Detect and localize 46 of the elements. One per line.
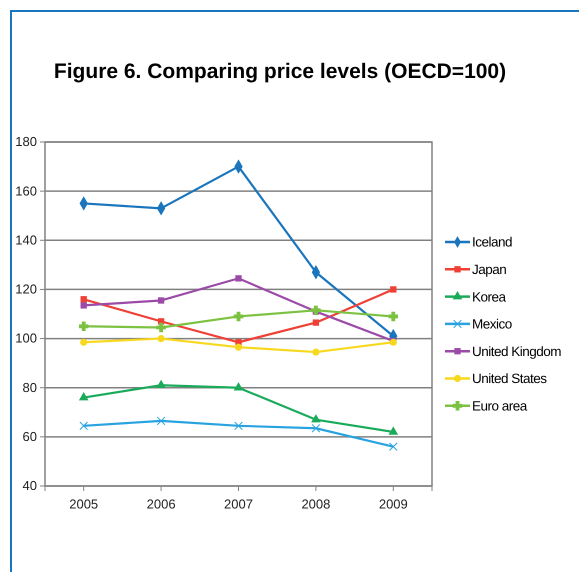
y-tick-label: 80 [22, 380, 37, 395]
point [234, 312, 244, 322]
legend-label: Japan [472, 262, 506, 278]
point [156, 416, 166, 426]
y-tick-label: 140 [15, 232, 37, 248]
y-tick-label: 120 [15, 282, 37, 297]
point [79, 421, 88, 430]
y-tick-label: 40 [22, 478, 37, 494]
legend-label: Iceland [472, 234, 512, 250]
legend-label: Korea [472, 289, 507, 304]
x-tick-label: 2009 [378, 496, 408, 512]
point [235, 275, 242, 282]
point [234, 421, 243, 430]
point [388, 426, 398, 435]
point [156, 322, 166, 332]
point [78, 322, 88, 332]
point [156, 380, 166, 388]
legend-label: United Kingdom [472, 344, 562, 359]
x-tick-label: 2008 [301, 496, 330, 512]
y-tick-label: 60 [22, 429, 37, 444]
point [311, 306, 321, 316]
chart-title: Figure 6. Comparing price levels (OECD=100) [54, 60, 506, 83]
point [78, 392, 89, 400]
point [80, 296, 87, 302]
point [312, 424, 320, 433]
point [80, 338, 88, 346]
x-tick-label: 2005 [69, 496, 98, 512]
legend-label: Mexico [472, 316, 512, 332]
point [80, 302, 87, 309]
point [158, 335, 165, 342]
point [234, 344, 242, 351]
point [311, 414, 321, 422]
legend-label: Euro area [472, 398, 528, 414]
y-tick-label: 160 [15, 183, 37, 198]
x-tick-label: 2007 [224, 496, 253, 512]
point [234, 382, 244, 390]
point [388, 442, 398, 452]
point [158, 297, 164, 304]
point [312, 348, 320, 356]
y-tick-label: 100 [15, 330, 37, 346]
point [388, 312, 398, 322]
y-tick-label: 180 [15, 134, 37, 150]
x-tick-label: 2006 [146, 496, 176, 512]
point [390, 286, 396, 293]
point [312, 319, 320, 326]
legend-label: United States [472, 371, 548, 386]
